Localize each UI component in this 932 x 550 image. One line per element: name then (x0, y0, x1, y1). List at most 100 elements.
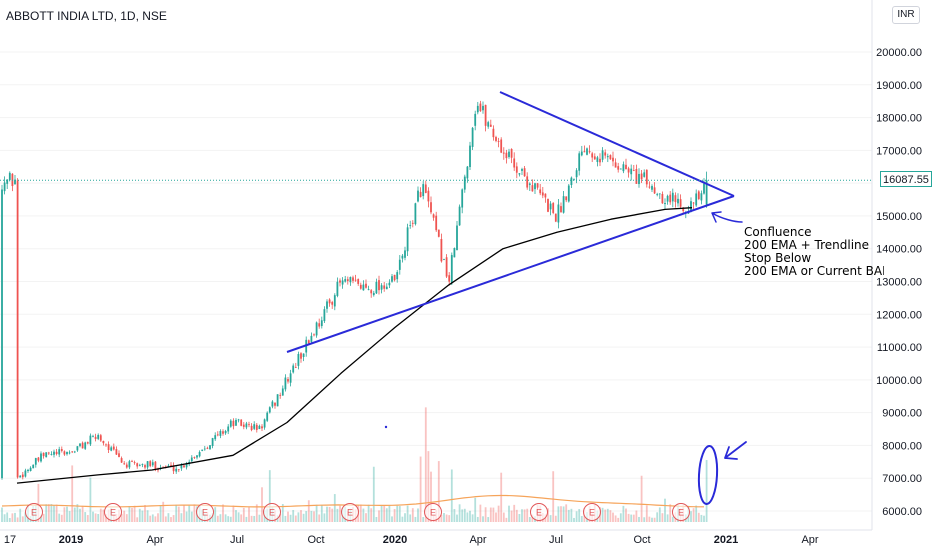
volume-bar (102, 509, 105, 522)
candle-body (604, 152, 607, 156)
candle-body (492, 128, 495, 138)
candle-body (125, 464, 128, 468)
candle-body (682, 209, 685, 212)
volume-bar (326, 506, 328, 522)
volume-bar (625, 508, 627, 522)
last-price-label: 16087.55 (880, 171, 932, 187)
volume-bar (50, 504, 53, 522)
candle-body (14, 179, 16, 185)
volume-bar (11, 513, 14, 522)
volume-bar (549, 515, 552, 522)
candle-body (534, 183, 536, 190)
candle-body (437, 229, 440, 237)
candle-body (107, 444, 110, 450)
candle-body (310, 335, 313, 342)
volume-bar (440, 514, 443, 522)
candle-body (232, 420, 235, 427)
volume-bar (258, 514, 261, 522)
candle-body (183, 465, 185, 468)
candle-body (427, 190, 430, 202)
volume-bar (53, 505, 55, 522)
candle-body (112, 446, 115, 450)
candle-body (471, 127, 474, 147)
candle-body (596, 157, 599, 162)
candle-body (136, 463, 139, 467)
volume-bar (580, 516, 583, 522)
ema-200-path (16, 207, 693, 484)
candle-body (16, 180, 19, 478)
price-tick-label: 13000.00 (876, 277, 922, 289)
volume-bar (105, 514, 107, 522)
volume-bar (159, 505, 162, 522)
volume-bar (635, 510, 638, 522)
volume-bar (297, 512, 300, 522)
volume-bar (362, 508, 365, 522)
candle-body (554, 213, 557, 222)
earnings-marker-label: E (31, 508, 37, 518)
candle-body (419, 191, 422, 198)
volume-bar (640, 475, 643, 522)
volume-bar (8, 517, 11, 522)
annotation-line-4: 200 EMA or Current BAR Low (744, 264, 884, 278)
volume-bar (430, 471, 432, 522)
volume-bar (125, 514, 128, 522)
volume-bar (424, 407, 427, 522)
candle-body (510, 148, 513, 158)
candle-body (128, 461, 131, 468)
earnings-marker-label: E (347, 508, 353, 518)
candle-body (645, 169, 648, 185)
candle-body (482, 105, 484, 111)
candle-body (583, 151, 586, 153)
candle-body (341, 280, 344, 285)
volume-bar (554, 515, 557, 522)
candle-body (677, 198, 679, 204)
time-tick-label: Jul (230, 534, 244, 546)
volume-bar (99, 508, 102, 522)
volume-bar (149, 515, 152, 522)
candle-body (622, 164, 625, 172)
candle-body (450, 255, 453, 284)
candle-body (279, 394, 282, 396)
volume-bar (487, 517, 490, 522)
candle-body (469, 145, 471, 168)
candle-body (705, 180, 708, 205)
candle-body (409, 225, 412, 226)
volume-bar (183, 504, 185, 522)
volume-bar (513, 504, 516, 522)
candle-body (45, 452, 48, 458)
volume-bar (414, 516, 417, 522)
candle-body (528, 183, 531, 185)
volume-bar (492, 507, 495, 522)
currency-badge[interactable]: INR (892, 6, 920, 24)
candle-body (79, 443, 81, 447)
volume-bar (175, 504, 178, 522)
candle-body (258, 425, 261, 429)
candle-body (375, 281, 378, 294)
candle-body (219, 430, 222, 436)
arrow-to-volume (724, 441, 747, 460)
candle-body (357, 279, 360, 284)
volume-bar (622, 505, 625, 522)
candle-body (81, 442, 84, 449)
candle-body (346, 279, 349, 281)
volume-bar (476, 516, 479, 522)
candle-body (445, 257, 448, 277)
candle-body (573, 178, 575, 180)
volume-bar (547, 508, 549, 522)
time-tick-label: 2019 (59, 534, 83, 546)
candle-body (76, 446, 79, 451)
volume-bar (398, 506, 401, 522)
candle-body (89, 435, 92, 445)
volume-bar (515, 509, 518, 522)
candle-body (422, 184, 425, 197)
volume-bar (89, 477, 92, 522)
volume-bar (443, 513, 445, 522)
candle-body (66, 451, 68, 455)
time-tick-label: Apr (801, 534, 818, 546)
earnings-marker (583, 503, 601, 521)
volume-bar (575, 511, 578, 522)
volume-bar (167, 513, 170, 522)
volume-bar (250, 515, 253, 522)
volume-bar (567, 509, 570, 522)
